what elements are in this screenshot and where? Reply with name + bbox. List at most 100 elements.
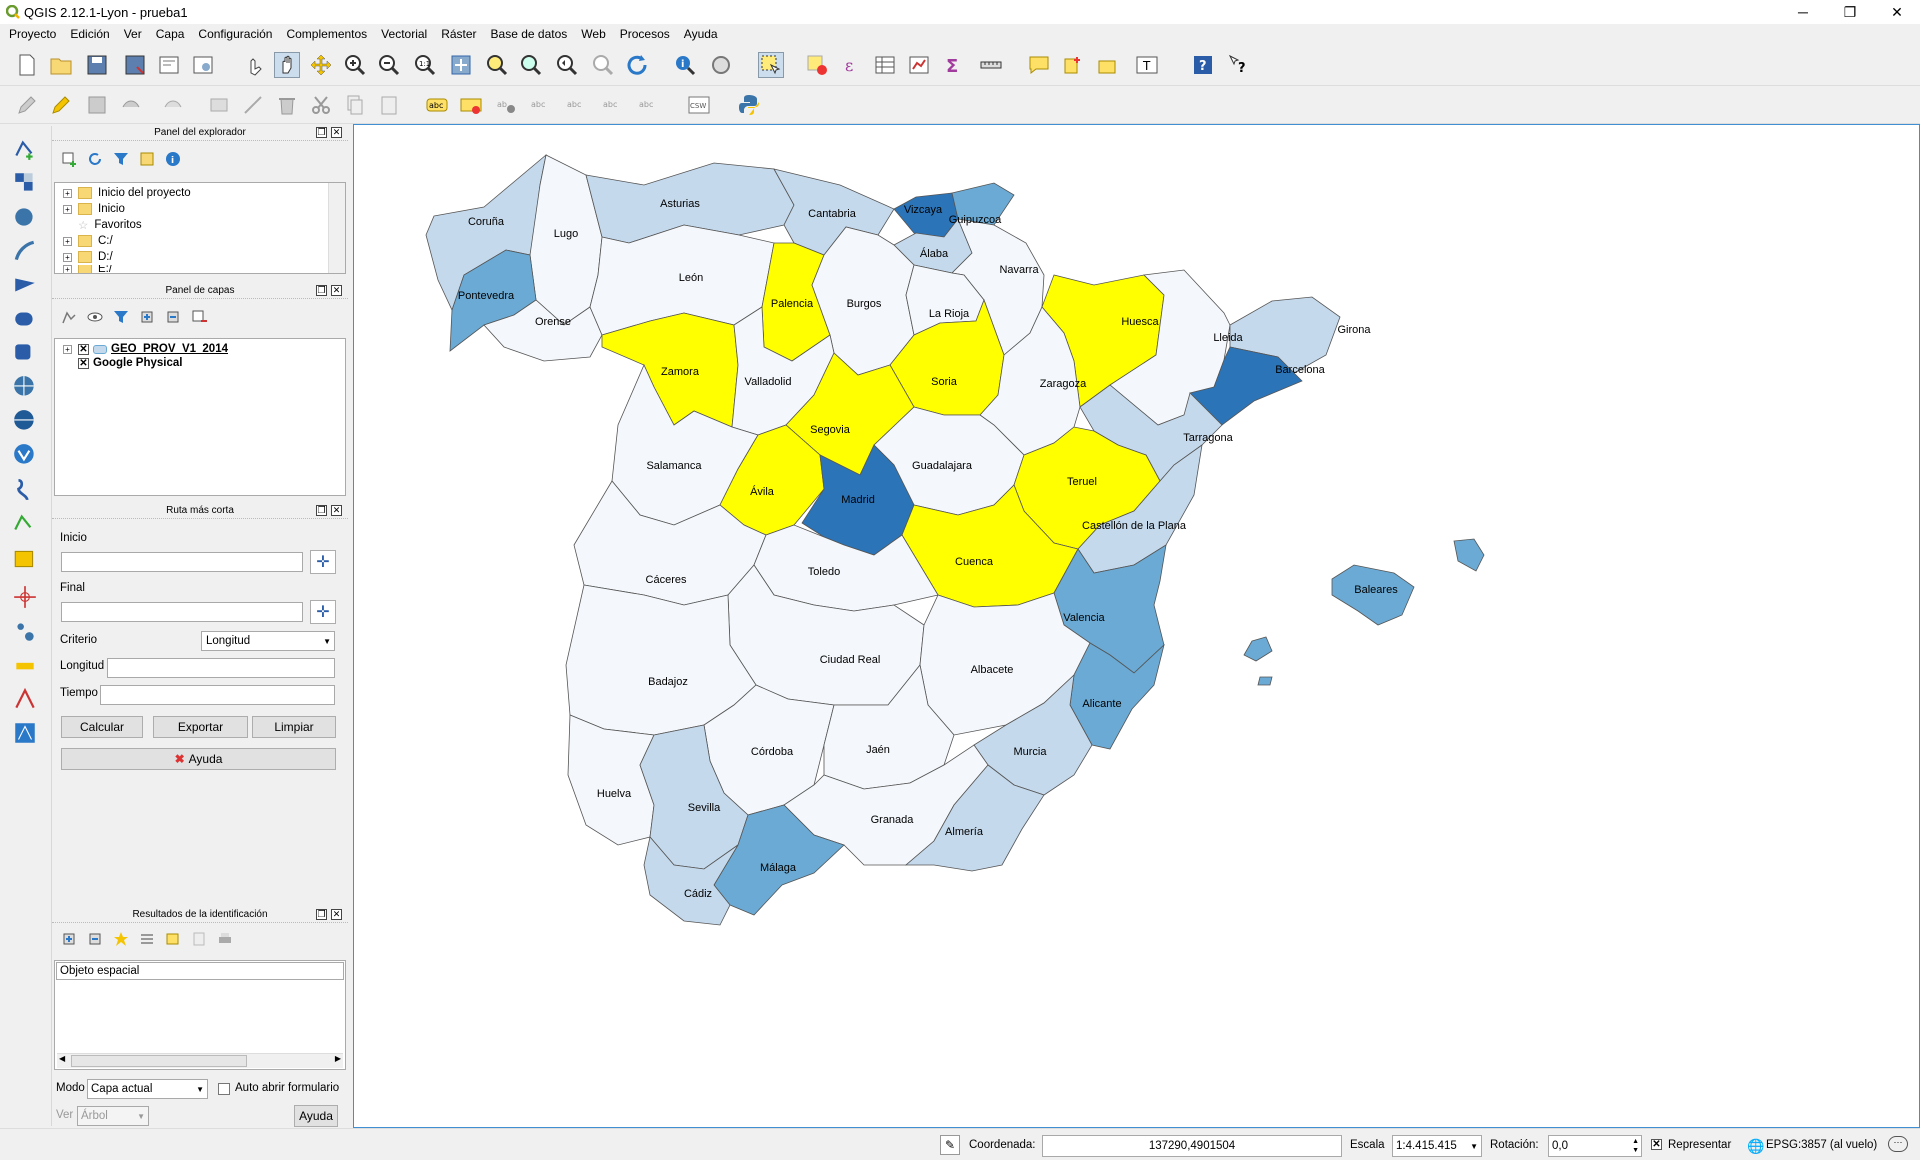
float-panel-button[interactable]: ❐: [316, 505, 327, 516]
menu-configuracion[interactable]: Configuración: [198, 27, 273, 41]
mode-select[interactable]: Capa actual ▼: [87, 1079, 208, 1099]
menu-base-de-datos[interactable]: Base de datos: [490, 27, 568, 41]
close-button[interactable]: ✕: [1891, 3, 1903, 20]
touch-zoom-pan-icon[interactable]: [240, 52, 266, 78]
messages-icon[interactable]: ···: [1888, 1136, 1908, 1152]
open-layer-styling-icon[interactable]: [58, 306, 80, 328]
horizontal-scrollbar[interactable]: ◀ ▶: [57, 1053, 343, 1068]
island-shape[interactable]: [1257, 676, 1273, 686]
layer-diagram-icon[interactable]: [458, 92, 484, 118]
scale-select[interactable]: 1:4.415.415 ▼: [1392, 1135, 1482, 1157]
export-button[interactable]: Exportar: [153, 716, 248, 738]
menu-procesos[interactable]: Procesos: [619, 27, 670, 41]
move-label-icon[interactable]: abc: [564, 92, 590, 118]
province-cádiz[interactable]: [643, 836, 739, 926]
node-edit-icon[interactable]: [240, 92, 266, 118]
pan-to-selection-icon[interactable]: [308, 52, 334, 78]
tree-item-drive-d[interactable]: + D:/: [63, 249, 113, 265]
add-vector-layer-icon[interactable]: [10, 134, 40, 164]
print-icon[interactable]: [214, 928, 236, 950]
menu-raster[interactable]: Ráster: [441, 27, 477, 41]
coordinate-capture-icon[interactable]: [10, 650, 40, 680]
add-wcs-layer-icon[interactable]: [10, 406, 40, 436]
statistics-icon[interactable]: [906, 52, 932, 78]
layer-item-google-physical[interactable]: ✕ Google Physical: [78, 357, 183, 369]
add-db2-layer-icon[interactable]: [10, 338, 40, 368]
province-baleares[interactable]: [1331, 564, 1415, 626]
menu-edicion[interactable]: Edición: [70, 27, 110, 41]
menu-complementos[interactable]: Complementos: [286, 27, 368, 41]
refresh-browser-icon[interactable]: [84, 148, 106, 170]
layer-visibility-checkbox[interactable]: ✕: [78, 357, 89, 369]
collapse-all-icon[interactable]: [162, 306, 184, 328]
auto-open-form-checkbox[interactable]: [218, 1083, 230, 1095]
collapse-all-icon[interactable]: [136, 148, 158, 170]
new-shapefile-layer-icon[interactable]: [10, 508, 40, 538]
expand-icon[interactable]: +: [63, 204, 72, 214]
add-spatialite-layer-icon[interactable]: [10, 236, 40, 266]
column-header-feature[interactable]: Objeto espacial: [56, 962, 344, 980]
node-tool-icon[interactable]: [206, 92, 232, 118]
float-panel-button[interactable]: ❐: [316, 285, 327, 296]
attribute-table-icon[interactable]: [872, 52, 898, 78]
tree-item-project-home[interactable]: + Inicio del proyecto: [63, 185, 191, 201]
identify-features-icon[interactable]: i: [672, 52, 698, 78]
zoom-to-layer-icon[interactable]: [518, 52, 544, 78]
run-feature-action-icon[interactable]: [708, 52, 734, 78]
close-panel-button[interactable]: ✕: [331, 285, 342, 296]
expand-icon[interactable]: +: [63, 344, 72, 354]
show-hide-labels-icon[interactable]: abc: [528, 92, 554, 118]
crs-status[interactable]: EPSG:3857 (al vuelo): [1766, 1139, 1878, 1151]
island-shape[interactable]: [1243, 636, 1273, 662]
close-panel-button[interactable]: ✕: [331, 127, 342, 138]
rotation-spinbox[interactable]: 0,0 ▲ ▼: [1548, 1135, 1642, 1157]
select-features-icon[interactable]: [758, 52, 784, 78]
whats-this-icon[interactable]: ?: [1226, 52, 1252, 78]
copy-features-icon[interactable]: [342, 92, 368, 118]
scroll-left-icon[interactable]: ◀: [59, 1054, 66, 1063]
save-layer-edits-icon[interactable]: [84, 92, 110, 118]
province-barcelona[interactable]: [1189, 346, 1303, 426]
map-canvas[interactable]: Coruña Lugo Asturias Cantabria Vizcaya Guipuz…: [353, 124, 1920, 1128]
restore-button[interactable]: ❐: [1843, 3, 1857, 20]
expand-icon[interactable]: +: [63, 265, 72, 273]
composer-manager-icon[interactable]: [190, 52, 216, 78]
float-panel-button[interactable]: ❐: [316, 909, 327, 920]
gps-tools-icon[interactable]: [10, 616, 40, 646]
province-almería[interactable]: [904, 764, 1045, 872]
float-panel-button[interactable]: ❐: [316, 127, 327, 138]
menu-ayuda[interactable]: Ayuda: [683, 27, 718, 41]
add-oracle-layer-icon[interactable]: [10, 304, 40, 334]
menu-proyecto[interactable]: Proyecto: [9, 27, 57, 41]
layer-visibility-checkbox[interactable]: ✕: [78, 343, 89, 355]
province-guipuzcoa[interactable]: [951, 182, 1015, 226]
add-wfs-layer-icon[interactable]: [10, 440, 40, 470]
add-feature-icon[interactable]: [118, 92, 144, 118]
zoom-native-icon[interactable]: 1:1: [412, 52, 438, 78]
start-point-input[interactable]: [61, 552, 303, 572]
menu-vectorial[interactable]: Vectorial: [381, 27, 428, 41]
add-selected-layers-icon[interactable]: [58, 148, 80, 170]
refresh-icon[interactable]: [624, 52, 650, 78]
zoom-last-icon[interactable]: [554, 52, 580, 78]
copy-attributes-icon[interactable]: [188, 928, 210, 950]
expand-icon[interactable]: +: [63, 188, 72, 198]
tree-item-home[interactable]: + Inicio: [63, 201, 125, 217]
tree-item-drive-e[interactable]: + E:/: [63, 265, 112, 273]
current-edits-icon[interactable]: [14, 92, 40, 118]
georeferencer-icon[interactable]: [10, 582, 40, 612]
expand-icon[interactable]: +: [63, 236, 72, 246]
crs-globe-icon[interactable]: 🌐: [1747, 1138, 1765, 1154]
save-as-icon[interactable]: [122, 52, 148, 78]
browser-scrollbar[interactable]: [328, 183, 345, 273]
help-contents-icon[interactable]: ?: [1190, 52, 1216, 78]
topology-checker-icon[interactable]: [10, 684, 40, 714]
zoom-out-icon[interactable]: [376, 52, 402, 78]
csw-client-icon[interactable]: CSW: [686, 92, 712, 118]
delete-selected-icon[interactable]: [274, 92, 300, 118]
spin-arrows-icon[interactable]: ▲ ▼: [1632, 1138, 1639, 1154]
zoom-to-selection-icon[interactable]: [484, 52, 510, 78]
clear-results-icon[interactable]: [136, 928, 158, 950]
capture-end-point-button[interactable]: ✛: [310, 600, 336, 624]
filter-browser-icon[interactable]: [110, 148, 132, 170]
